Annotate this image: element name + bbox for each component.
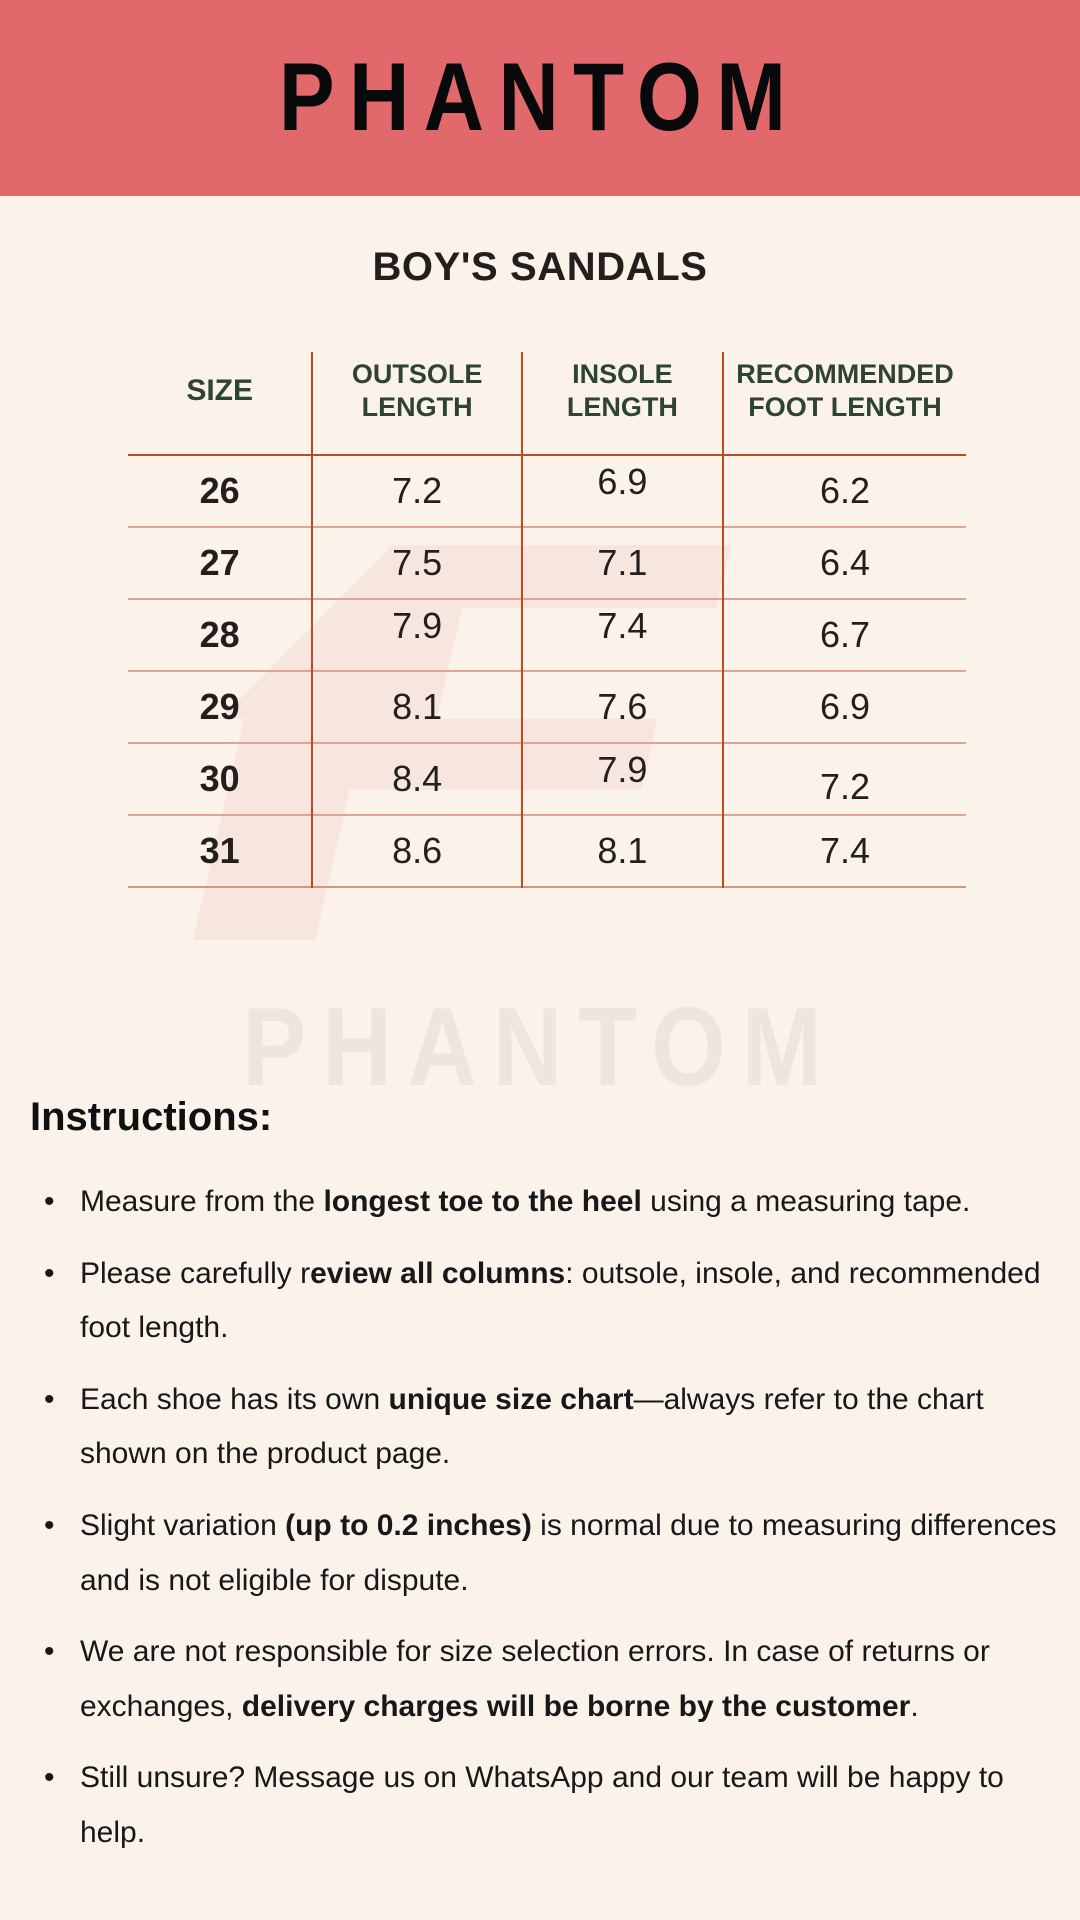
instructions-list: • Measure from the longest toe to the hee…	[28, 1175, 1058, 1878]
cell-size: 27	[199, 542, 240, 584]
instruction-emphasis: (up to 0.2 inches)	[285, 1508, 532, 1542]
cell-size: 30	[199, 758, 240, 800]
cell-outsole: 8.6	[311, 815, 522, 888]
column-header-outsole-length: OUTSOLE LENGTH	[311, 352, 522, 456]
size-table-head: SIZE OUTSOLE LENGTH INSOLE LENGTH RECOMM…	[128, 352, 966, 456]
cell-outsole: 7.2	[311, 455, 522, 528]
cell-recommended: 6.7	[721, 599, 966, 672]
cell-insole: 6.9	[520, 446, 723, 519]
cell-insole: 7.6	[520, 671, 723, 744]
instruction-text: Please carefully r	[80, 1256, 311, 1290]
instruction-text: Still unsure? Message us on WhatsApp and…	[80, 1761, 1004, 1849]
brand-logo-wordmark: PHANTOM	[279, 43, 801, 152]
instruction-text: Slight variation	[80, 1508, 286, 1542]
size-table: SIZE OUTSOLE LENGTH INSOLE LENGTH RECOMM…	[128, 352, 966, 888]
instruction-text: Each shoe has its own	[80, 1382, 389, 1416]
bullet-icon: •	[44, 1508, 55, 1542]
page-title: BOY'S SANDALS	[372, 245, 708, 289]
cell-insole: 7.4	[520, 590, 723, 663]
cell-outsole: 8.4	[311, 743, 522, 816]
size-table-container: SIZE OUTSOLE LENGTH INSOLE LENGTH RECOMM…	[128, 352, 966, 888]
instruction-text: .	[910, 1689, 919, 1723]
instruction-emphasis: delivery charges will be borne by the cu…	[241, 1689, 911, 1723]
cell-outsole: 8.1	[311, 671, 522, 744]
cell-size: 29	[199, 686, 240, 728]
table-row: 29 8.1 7.6 6.9	[128, 671, 966, 744]
cell-insole: 8.1	[520, 815, 723, 888]
bullet-icon: •	[44, 1185, 55, 1218]
cell-insole: 7.1	[520, 527, 723, 600]
instruction-text: We are not responsible for size selectio…	[80, 1635, 990, 1723]
size-table-body: 26 7.2 6.9 6.2 27 7.5 7.1 6.4 28 7.9 7.4…	[128, 446, 966, 888]
instruction-item: • Please carefully review all columns: ou…	[28, 1247, 1058, 1356]
cell-size: 26	[199, 470, 240, 512]
column-header-insole-length: INSOLE LENGTH	[520, 352, 723, 456]
table-row: 27 7.5 7.1 6.4	[128, 527, 966, 600]
instruction-emphasis: longest toe to the heel	[323, 1185, 642, 1218]
cell-size: 28	[199, 614, 240, 656]
cell-size: 31	[199, 830, 240, 872]
cell-outsole: 7.5	[311, 527, 522, 600]
cell-recommended: 6.2	[721, 455, 966, 528]
instruction-item: • Slight variation (up to 0.2 inches) is …	[28, 1499, 1058, 1608]
bullet-icon: •	[44, 1256, 55, 1290]
bullet-icon: •	[44, 1761, 55, 1795]
cell-recommended: 7.2	[721, 751, 966, 824]
table-row: 28 7.9 7.4 6.7	[128, 590, 966, 672]
column-header-recommended-foot-length: RECOMMENDED FOOT LENGTH	[721, 352, 966, 456]
instruction-text: Measure from the	[80, 1185, 324, 1218]
instruction-text: —always refer to the chart shown on the …	[80, 1382, 984, 1471]
brand-banner: PHANTOM	[0, 0, 1080, 196]
table-row: 26 7.2 6.9 6.2	[128, 446, 966, 528]
cell-recommended: 7.4	[721, 815, 966, 888]
instructions-heading: Instructions:	[30, 1095, 273, 1139]
bullet-icon: •	[44, 1635, 55, 1669]
instruction-item: • We are not responsible for size selecti…	[28, 1625, 1058, 1734]
cell-recommended: 6.9	[721, 671, 966, 744]
instruction-item: • Each shoe has its own unique size chart…	[28, 1373, 1058, 1482]
bullet-icon: •	[44, 1382, 55, 1416]
instruction-item: • Measure from the longest toe to the hee…	[28, 1175, 1058, 1230]
table-row: 31 8.6 8.1 7.4	[128, 815, 966, 888]
cell-outsole: 7.9	[311, 590, 522, 663]
phantom-watermark: PHANTOM	[242, 985, 838, 1110]
instruction-text: using a measuring tape.	[641, 1185, 971, 1218]
column-header-size: SIZE	[186, 373, 254, 407]
instruction-item: • Still unsure? Message us on WhatsApp an…	[28, 1751, 1058, 1860]
table-row: 30 8.4 7.9 7.2	[128, 734, 966, 824]
cell-recommended: 6.4	[721, 527, 966, 600]
table-header-row: SIZE OUTSOLE LENGTH INSOLE LENGTH RECOMM…	[128, 352, 966, 456]
instruction-emphasis: unique size chart	[388, 1382, 634, 1416]
instruction-text: is normal due to measuring differences a…	[80, 1508, 1057, 1597]
instruction-text: : outsole, insole, and recommended foot …	[80, 1256, 1041, 1345]
cell-insole: 7.9	[520, 734, 723, 807]
instruction-emphasis: eview all columns	[310, 1256, 566, 1290]
